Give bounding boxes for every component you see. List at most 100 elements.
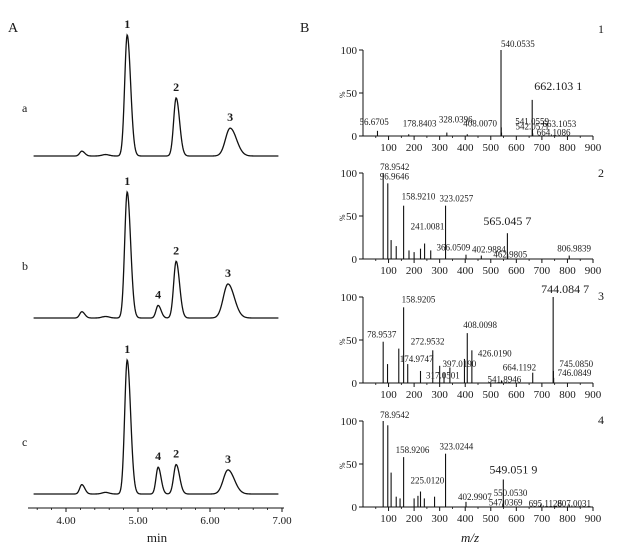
y-tick-label: 100 [341, 416, 358, 428]
peak-mz-label: 158.9205 [402, 294, 436, 304]
peak-mz-label: 744.084 7 [541, 282, 589, 296]
x-tick-label: 800 [559, 142, 576, 154]
peak-mz-label: 549.051 9 [489, 462, 537, 476]
x-tick-label: 400 [457, 142, 474, 154]
x-tick-label: 400 [457, 389, 474, 401]
spectrum-1: 0 50 100% 100 200 300 400 500 600 700 800 900 540.05… [338, 22, 604, 154]
x-tick-label: 900 [585, 265, 602, 277]
y-tick-label: 50 [346, 88, 358, 100]
x-tick-label: 300 [431, 265, 448, 277]
y-tick-label: 0 [352, 254, 358, 266]
panel-b-label: B [300, 21, 309, 36]
spectrum-4: 0 50 100% 100 200 300 400 500 600 700 800 900 78.954… [338, 410, 604, 525]
peak-label-1: 1 [124, 174, 130, 188]
y-tick-label: 100 [341, 45, 358, 57]
spectrum-number-3: 3 [598, 289, 604, 303]
x-tick-label: 100 [380, 142, 397, 154]
x-tick-label: 700 [534, 142, 551, 154]
x-tick-label: 700 [534, 389, 551, 401]
x-axis-label-min: min [147, 530, 168, 545]
x-tick-label: 600 [508, 265, 525, 277]
peak-mz-label: 323.0244 [440, 442, 474, 452]
peak-label-1: 1 [124, 342, 130, 356]
x-tick-label-a: 6.00 [200, 515, 220, 527]
y-tick-label: 0 [352, 502, 358, 514]
peak-mz-label: 806.9839 [557, 244, 591, 254]
trace-label-a: a [22, 101, 28, 115]
y-axis-label-percent: % [338, 91, 347, 98]
x-tick-label: 800 [559, 265, 576, 277]
peak-mz-label: 158.9206 [396, 445, 430, 455]
x-tick-label: 600 [508, 142, 525, 154]
peak-mz-label: 56.6705 [359, 117, 389, 127]
peak-mz-label: 662.103 1 [534, 79, 582, 93]
x-tick-label: 700 [534, 265, 551, 277]
peak-mz-label: 241.0081 [411, 222, 445, 232]
peak-mz-label: 397.0190 [442, 359, 476, 369]
x-tick-label: 100 [380, 513, 397, 525]
peak-label-1: 1 [124, 17, 130, 31]
peak-mz-label: 323.0257 [440, 194, 474, 204]
x-tick-label: 700 [534, 513, 551, 525]
y-axis-label-percent: % [338, 214, 347, 221]
x-tick-label-a: 5.00 [128, 515, 148, 527]
spectrum-3: 0 50 100% 100 200 300 400 500 600 700 800 900 158.92… [338, 282, 604, 401]
peak-mz-label: 225.0120 [411, 476, 445, 486]
chromatogram-trace-c [33, 358, 279, 495]
x-tick-label-a: 7.00 [272, 515, 292, 527]
spectrum-2: 0 50 100% 100 200 300 400 500 600 700 800 900 78.954… [338, 162, 604, 277]
x-tick-label: 400 [457, 265, 474, 277]
x-tick-label: 200 [406, 389, 423, 401]
peak-mz-label: 158.9210 [402, 192, 436, 202]
peak-label-4: 4 [155, 287, 161, 301]
peak-mz-label: 408.0098 [463, 320, 497, 330]
spectrum-number-1: 1 [598, 22, 604, 36]
y-tick-label: 50 [346, 211, 358, 223]
peak-mz-label: 328.0396 [439, 115, 473, 125]
peak-label-3: 3 [225, 452, 231, 466]
x-tick-label: 500 [483, 142, 500, 154]
peak-mz-label: 366.0509 [437, 243, 471, 253]
y-tick-label: 0 [352, 378, 358, 390]
x-tick-label: 800 [559, 513, 576, 525]
x-tick-label: 600 [508, 513, 525, 525]
x-tick-label: 900 [585, 389, 602, 401]
peak-mz-label: 745.0850 [559, 359, 593, 369]
x-axis-label-mz: m/z [461, 530, 479, 545]
peak-label-3: 3 [225, 266, 231, 280]
peak-mz-label: 541.0559 [515, 116, 549, 126]
x-tick-label: 500 [483, 389, 500, 401]
y-tick-label: 100 [341, 168, 358, 180]
panel-a-label: A [8, 21, 19, 36]
peak-mz-label: 78.9542 [380, 162, 409, 172]
trace-label-b: b [22, 259, 28, 273]
y-tick-label: 0 [352, 131, 358, 143]
trace-label-c: c [22, 435, 27, 449]
x-tick-label-a: 4.00 [56, 515, 76, 527]
x-tick-label: 100 [380, 389, 397, 401]
peak-mz-label: 565.045 7 [483, 214, 531, 228]
y-tick-label: 50 [346, 335, 358, 347]
peak-mz-label: 272.9532 [411, 336, 445, 346]
peak-mz-label: 462.9805 [493, 250, 527, 260]
y-axis-label-percent: % [338, 462, 347, 469]
chromatogram-trace-b [33, 190, 279, 319]
peak-mz-label: 402.9907 [458, 492, 492, 502]
peak-mz-label: 426.0190 [478, 348, 512, 358]
peak-label-2: 2 [173, 243, 179, 257]
peak-mz-label: 664.1086 [537, 127, 571, 137]
peak-mz-label: 540.0535 [501, 39, 535, 49]
peak-mz-label: 78.9537 [367, 330, 397, 340]
peak-mz-label: 317.0501 [426, 371, 460, 381]
peak-mz-label: 695.1126 [529, 498, 563, 508]
peak-label-3: 3 [227, 110, 233, 124]
peak-mz-label: 96.9646 [380, 171, 410, 181]
peak-mz-label: 174.9747 [400, 354, 434, 364]
y-axis-label-percent: % [338, 338, 347, 345]
x-tick-label: 200 [406, 142, 423, 154]
peak-mz-label: 663.1053 [542, 119, 576, 129]
peak-label-4: 4 [155, 449, 161, 463]
